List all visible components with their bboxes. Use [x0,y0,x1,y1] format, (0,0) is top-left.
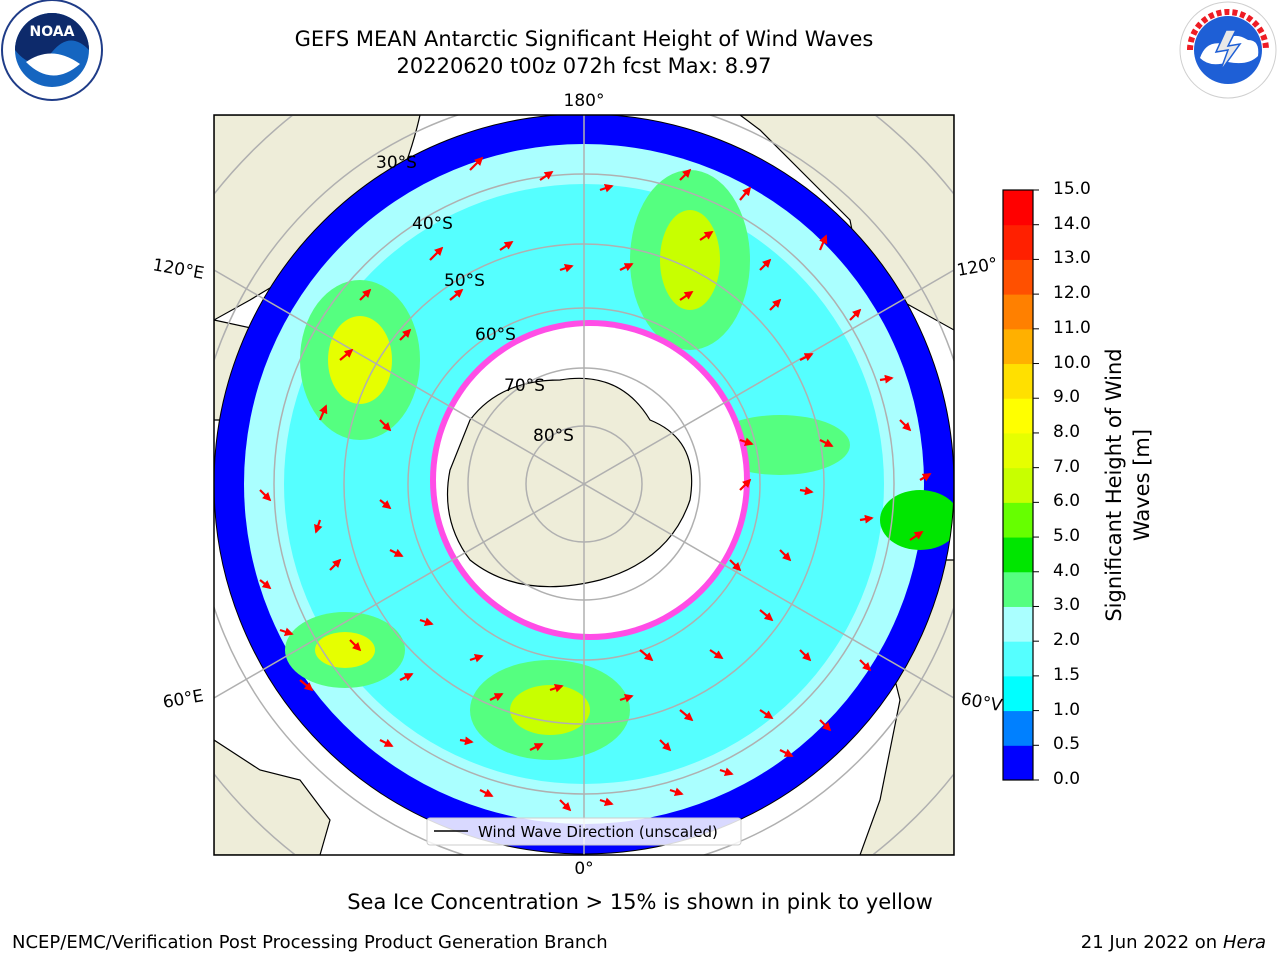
colorbar-swatch [1003,745,1033,781]
lat-label-30s: 30°S [376,153,417,173]
colorbar-swatch [1003,294,1033,330]
colorbar-tick-label: 11.0 [1053,317,1091,338]
colorbar-swatch [1003,641,1033,677]
colorbar-tick-label: 1.0 [1053,699,1081,720]
lon-label-lower-right: 60°V [959,689,1004,716]
colorbar-frame [1002,189,1034,781]
colorbar-tick-label: 12.0 [1053,283,1091,304]
colorbar-swatch [1003,467,1033,503]
map-frame [213,114,955,856]
colorbar-swatch [1003,224,1033,260]
colorbar-swatch [1003,259,1033,295]
lat-label-50s: 50°S [444,271,485,291]
noaa-logo: NOAA [1,0,103,101]
nws-logo [1179,1,1277,99]
lat-label-40s: 40°S [412,214,453,234]
colorbar-tick-label: 4.0 [1053,560,1081,581]
sea-ice-note: Sea Ice Concentration > 15% is shown in … [347,890,933,914]
colorbar-swatch [1003,710,1033,746]
footer-host: Hera [1222,932,1266,953]
noaa-logo-text: NOAA [30,24,75,40]
colorbar-swatch [1003,190,1033,226]
colorbar-swatch [1003,606,1033,642]
legend-text: Wind Wave Direction (unscaled) [478,823,718,841]
colorbar-tick-label: 1.5 [1053,664,1081,685]
lon-label-upper-left: 120°E [151,255,205,284]
lon-label-bottom: 0° [574,859,593,879]
map-title: GEFS MEAN Antarctic Significant Height o… [294,27,874,51]
colorbar-swatch [1003,363,1033,399]
map-legend: Wind Wave Direction (unscaled) [426,817,742,846]
colorbar-title: Significant Height of Wind Waves [m] [1102,348,1154,622]
colorbar-tick-label: 0.0 [1053,769,1081,789]
footer-date: 21 Jun 2022 on Hera [1081,932,1266,953]
colorbar-swatch [1003,502,1033,538]
colorbar-swatch [1003,398,1033,434]
footer-date-text: 21 Jun 2022 on [1080,932,1218,953]
lat-label-60s: 60°S [475,325,516,345]
colorbar-swatch [1003,328,1033,365]
map-subtitle: 20220620 t00z 072h fcst Max: 8.97 [396,54,772,78]
footer-organization: NCEP/EMC/Verification Post Processing Pr… [12,932,608,953]
lat-label-80s: 80°S [533,426,574,446]
lon-label-top: 180° [564,91,605,111]
colorbar-swatch [1003,432,1033,469]
colorbar-tick-label: 3.0 [1053,595,1081,616]
colorbar-swatch [1003,571,1033,607]
antarctica-land [446,377,693,588]
colorbar-swatch [1003,537,1033,573]
colorbar-tick-label: 2.0 [1053,630,1081,651]
colorbar-tick-label: 7.0 [1053,456,1081,477]
colorbar-tick-label: 9.0 [1053,387,1081,408]
colorbar [1002,189,1039,781]
colorbar-tick-label: 8.0 [1053,421,1081,442]
madagascar-region-land [214,739,331,855]
colorbar-tick-label: 15.0 [1053,179,1091,199]
lat-label-70s: 70°S [504,376,545,396]
colorbar-tick-label: 0.5 [1053,734,1081,755]
lon-label-upper-right: 120° [955,254,999,281]
colorbar-swatch [1003,675,1033,712]
colorbar-tick-label: 14.0 [1053,213,1091,234]
graticule [214,115,954,855]
colorbar-tick-label: 5.0 [1053,526,1081,547]
south-america-top-land [739,115,954,331]
colorbar-tick-label: 6.0 [1053,491,1081,512]
wind-wave-arrows [259,156,932,812]
colorbar-tick-label: 13.0 [1053,248,1091,269]
colorbar-tick-label: 10.0 [1053,352,1091,373]
lon-label-lower-left: 60°E [161,686,205,713]
